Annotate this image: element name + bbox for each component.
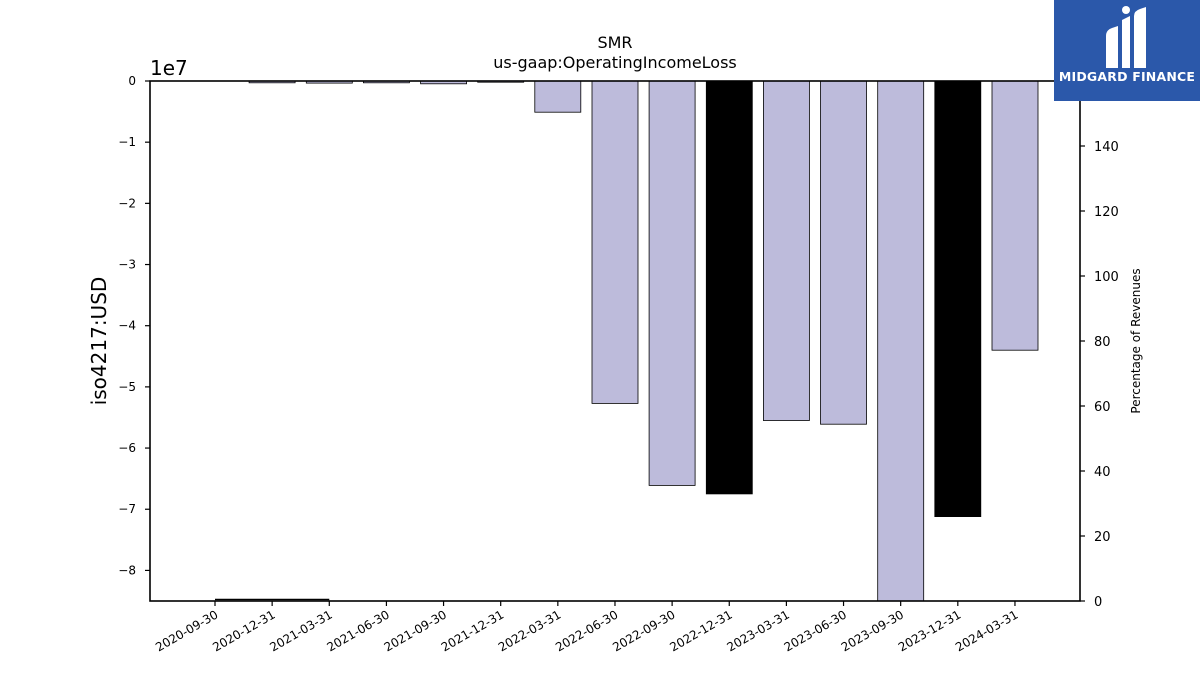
y2-tick-label: 100 <box>1094 270 1119 285</box>
y-tick-label: −8 <box>118 563 136 577</box>
bar-2023-06-30 <box>820 80 867 425</box>
x-tick-label: 2023-09-30 <box>839 607 906 654</box>
bar-2022-03-31 <box>534 80 582 113</box>
x-tick-label: 2021-12-31 <box>439 607 506 654</box>
y2-axis-label: Percentage of Revenues <box>1129 268 1143 413</box>
x-tick-label: 2021-06-30 <box>325 607 392 654</box>
x-tick-label: 2022-03-31 <box>496 607 563 654</box>
y2-tick-label: 120 <box>1094 205 1119 220</box>
y-axis-label: iso4217:USD <box>87 277 111 406</box>
x-tick-label: 2022-06-30 <box>553 607 620 654</box>
bar-2022-06-30 <box>591 80 639 404</box>
y-tick-label: −6 <box>118 441 136 455</box>
y2-tick-label: 40 <box>1094 465 1111 480</box>
x-tick-label: 2021-03-31 <box>267 607 334 654</box>
bars-group <box>248 80 1039 602</box>
bar-2022-09-30 <box>648 80 696 486</box>
x-tick-label: 2023-12-31 <box>896 607 963 654</box>
x-tick-label: 2020-09-30 <box>153 607 220 654</box>
x-tick-label: 2023-06-30 <box>782 607 849 654</box>
x-tick-label: 2022-12-31 <box>667 607 734 654</box>
plot-frame <box>149 80 1081 602</box>
chart-title: SMR <box>597 33 632 52</box>
y2-tick-label: 60 <box>1094 400 1111 415</box>
x-axis-ticks: 2020-09-302020-12-312021-03-312021-06-30… <box>153 601 1020 654</box>
y-tick-label: 0 <box>128 74 136 88</box>
y-tick-label: −3 <box>118 258 136 272</box>
logo-text: MIDGARD FINANCE <box>1058 69 1196 84</box>
bar-2024-03-31 <box>991 80 1039 351</box>
bar-2022-12-31 <box>705 80 753 495</box>
y-tick-label: −4 <box>118 319 136 333</box>
left-axis-ticks: 0 −1 −2 −3 −4 −5 −6 −7 −8 <box>118 74 150 577</box>
x-tick-label: 2020-12-31 <box>210 607 277 654</box>
x-tick-label: 2023-03-31 <box>724 607 791 654</box>
y2-tick-label: 140 <box>1094 140 1119 155</box>
y-tick-label: −2 <box>118 196 136 210</box>
chart-subtitle: us-gaap:OperatingIncomeLoss <box>493 53 737 72</box>
y-tick-label: −7 <box>118 502 136 516</box>
y-multiplier-label: 1e7 <box>150 56 188 80</box>
x-tick-label: 2024-03-31 <box>953 607 1020 654</box>
bar-2023-03-31 <box>763 80 810 421</box>
midgard-logo-icon <box>1106 6 1146 68</box>
right-axis-ticks: 0 20 40 60 80 100 120 140 <box>1080 140 1119 610</box>
bar-2023-12-31 <box>934 80 982 518</box>
x-tick-label: 2021-09-30 <box>382 607 449 654</box>
y2-tick-label: 80 <box>1094 335 1111 350</box>
y2-tick-label: 20 <box>1094 530 1111 545</box>
y2-tick-label: 0 <box>1094 595 1102 610</box>
midgard-logo: MIDGARD FINANCE <box>1054 0 1200 101</box>
y-tick-label: −5 <box>118 380 136 394</box>
x-tick-label: 2022-09-30 <box>610 607 677 654</box>
bar-2023-09-30 <box>877 80 925 602</box>
y-tick-label: −1 <box>118 135 136 149</box>
